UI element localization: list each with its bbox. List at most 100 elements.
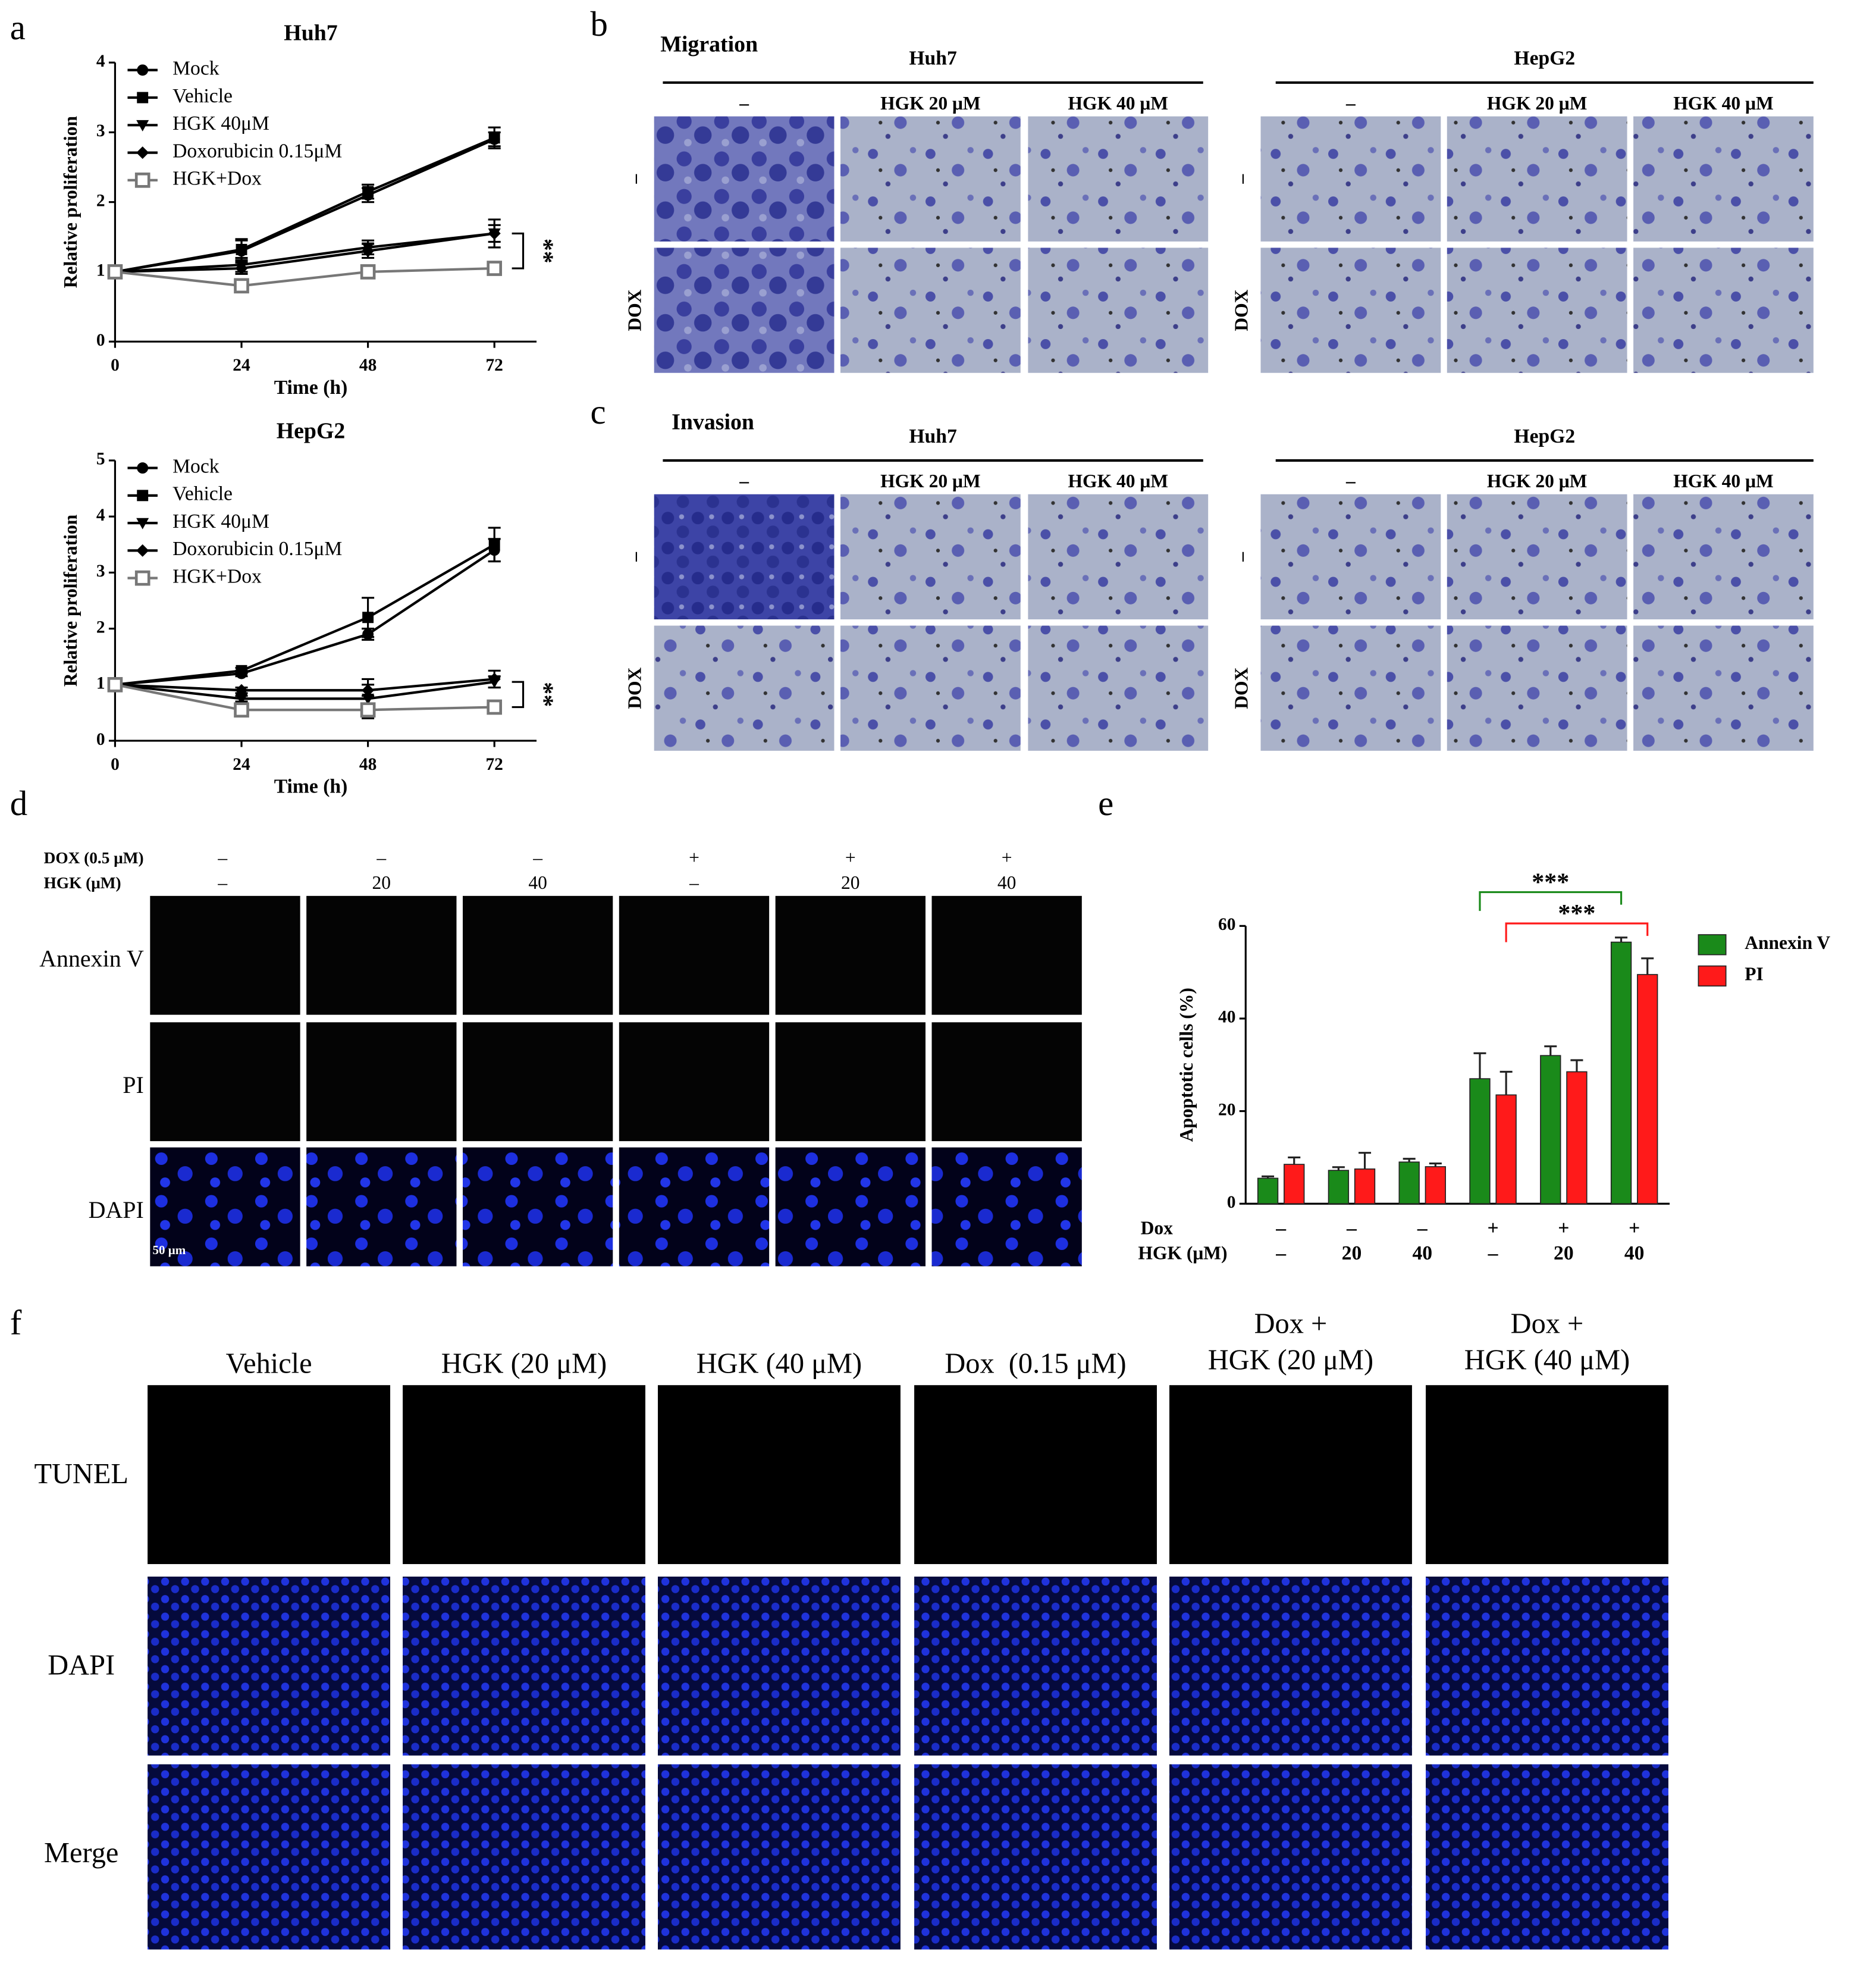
panel-label: c [590,393,606,431]
y-tick-label: 1 [96,261,105,280]
column-label: HGK 40 μM [1068,93,1168,114]
data-point [362,612,374,624]
row-label: DAPI [89,1196,144,1223]
micrograph [1447,494,1627,620]
micrograph [914,1576,1157,1756]
x-axis-label: Time (h) [274,377,348,399]
y-tick-label: 3 [96,121,105,140]
micrograph [1260,625,1441,751]
data-point [234,702,249,718]
y-tick-label: 0 [96,730,105,749]
condition-value: + [1002,847,1012,868]
bar [1328,1170,1350,1205]
column-label: HGK 40 μM [1673,93,1773,114]
data-point [107,677,123,693]
legend-label: HGK 40μM [172,112,269,134]
row-label: Annexin V [39,945,144,972]
x-tick-label: – [1275,1217,1287,1239]
micrograph [775,1022,926,1142]
error-bar [1641,957,1654,975]
data-point [107,264,123,280]
bar [1425,1166,1446,1205]
micrograph [148,1576,391,1756]
micrograph [1028,494,1209,620]
condition-value: – [217,847,227,868]
micrograph [914,1385,1157,1564]
micrograph [931,1147,1082,1267]
micrograph [1426,1764,1668,1950]
legend-marker [134,570,150,586]
scale-bar-label: 50 μm [153,1243,186,1257]
row-label: DOX [1231,667,1251,709]
legend-label: Vehicle [172,483,233,505]
x-tick-label: + [1558,1217,1569,1239]
column-label: – [739,93,749,114]
micrograph [306,1022,457,1142]
bar [1566,1071,1588,1205]
micrograph [654,494,835,620]
micrograph [1426,1576,1668,1756]
micrograph [1447,625,1627,751]
micrograph [1169,1385,1412,1564]
micrograph [619,1022,770,1142]
series-line [115,136,495,273]
column-label: HGK 40 μM [1673,471,1773,491]
legend-label: HGK+Dox [172,565,262,587]
micrograph [1633,247,1814,373]
data-point [236,665,247,676]
data-point [487,261,503,276]
panel-label: e [1098,784,1113,823]
micrograph [840,494,1021,620]
group-label: Huh7 [909,48,956,70]
condition-label: HGK (μM) [44,874,121,892]
micrograph [658,1576,901,1756]
condition-value: 40 [997,872,1017,893]
micrograph [462,895,613,1015]
significance-bracket [1505,922,1649,942]
row-label: DAPI [48,1650,115,1681]
error-bar [1473,1052,1486,1079]
x-tick-label: 48 [359,356,377,375]
x-tick-label: 72 [485,755,503,774]
error-bar [1544,1045,1557,1056]
data-point [362,186,374,198]
micrograph [654,625,835,751]
micrograph [1028,247,1209,373]
data-point [488,132,500,144]
micrograph [306,895,457,1015]
row-label: TUNEL [34,1458,128,1490]
data-point [488,672,501,685]
chart-title: Huh7 [284,21,337,46]
data-point [488,538,500,550]
micrograph [150,895,300,1015]
y-axis-label: Relative proliferation [60,116,81,289]
condition-value: + [689,847,699,868]
micrograph [1426,1385,1668,1564]
micrograph [775,895,926,1015]
legend-marker [136,544,149,557]
micrograph [658,1764,901,1950]
bar [1610,941,1632,1205]
row-label: – [624,552,645,562]
row-label: PI [123,1071,144,1098]
legend-marker [134,173,150,188]
micrograph [1260,247,1441,373]
legend-marker [137,92,149,104]
data-point [234,278,249,294]
x-tick-label: + [1487,1217,1498,1239]
condition-value: – [376,847,386,868]
y-tick-label: 60 [1218,915,1235,934]
data-point [235,262,248,275]
legend-label: Vehicle [172,85,233,107]
legend-marker [137,462,149,474]
error-bar [1359,1152,1372,1169]
micrograph [150,1147,300,1267]
legend-label: PI [1745,964,1764,985]
condition-value: 20 [372,872,391,893]
micrograph [1633,116,1814,242]
micrograph [1447,247,1627,373]
y-tick-label: 0 [1227,1193,1236,1212]
column-label: Dox + [1511,1308,1584,1339]
bar [1257,1177,1279,1205]
data-point [360,264,376,280]
